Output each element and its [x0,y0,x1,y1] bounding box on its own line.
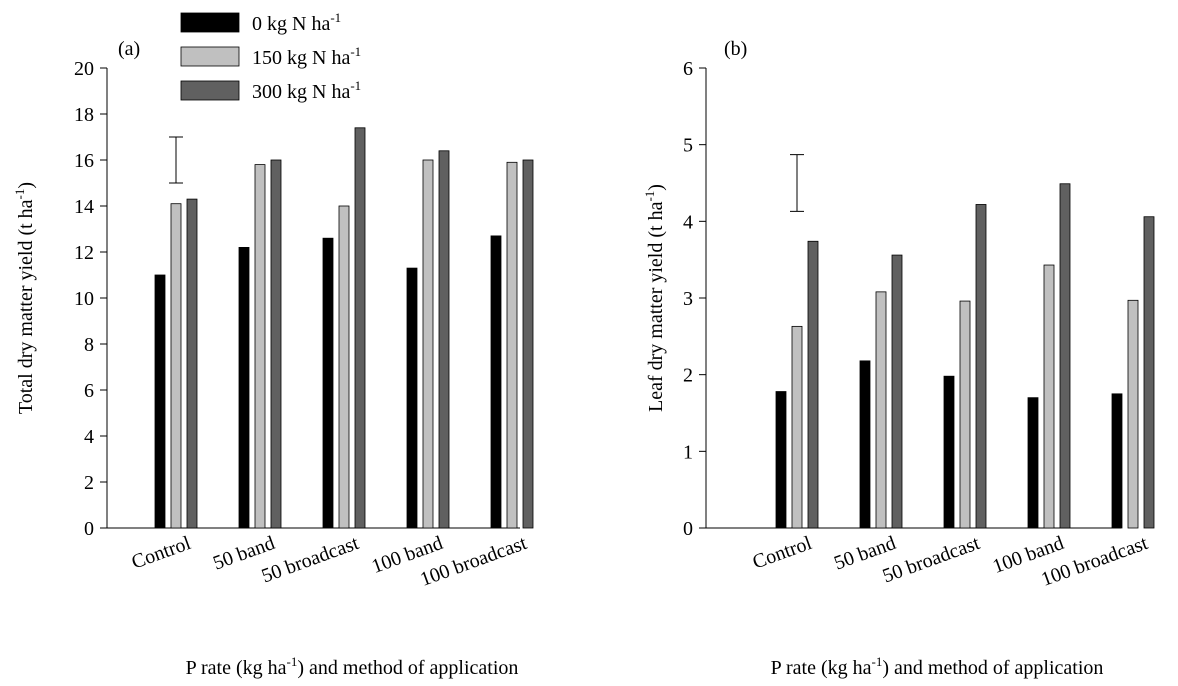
y-tick-label: 4 [84,426,94,448]
legend-label-1: 150 kg N ha-1 [252,44,361,69]
y-tick-label: 14 [74,196,94,218]
x-tick-label: Control [750,532,815,574]
y-axis-title: Total dry matter yield (t ha-1) [12,182,37,414]
bar-1-0 [170,203,182,529]
y-tick-label: 4 [683,211,693,233]
bar-2-0 [186,198,198,529]
bar-0-1 [238,246,250,529]
y-tick-label: 12 [74,242,94,264]
bar-0-3 [406,267,418,529]
bar-1-4 [1127,299,1139,529]
bar-2-4 [522,159,534,529]
y-tick-label: 5 [683,135,693,157]
x-tick-label: 50 broadcast [259,532,362,588]
bar-0-1 [859,360,871,529]
bar-2-2 [975,204,987,529]
legend-swatch-1 [180,46,240,67]
legend-label-0: 0 kg N ha-1 [252,10,341,35]
bar-0-2 [943,375,955,529]
legend-label-2: 300 kg N ha-1 [252,78,361,103]
bar-2-3 [1059,183,1071,529]
x-axis-title: P rate (kg ha-1) and method of applicati… [186,654,519,679]
bar-1-3 [422,159,434,529]
bar-0-3 [1027,397,1039,529]
y-tick-label: 6 [84,380,94,402]
bar-1-1 [254,164,266,529]
bar-2-3 [438,150,450,529]
y-tick-label: 16 [74,150,94,172]
y-tick-label: 10 [74,288,94,310]
y-tick-label: 3 [683,288,693,310]
legend-swatch-2 [180,80,240,101]
legend-swatch-0 [180,12,240,33]
bar-1-2 [959,300,971,529]
bar-0-0 [154,274,166,529]
x-tick-label: 50 broadcast [880,532,983,588]
y-axis-title: Leaf dry matter yield (t ha-1) [642,184,667,412]
x-tick-label: Control [129,532,194,574]
y-tick-label: 6 [683,58,693,80]
bar-2-4 [1143,216,1155,529]
bar-1-2 [338,205,350,529]
y-tick-label: 20 [74,58,94,80]
bar-0-4 [490,235,502,529]
y-tick-label: 0 [683,518,693,540]
bar-2-0 [807,240,819,529]
bar-1-1 [875,291,887,529]
panel-label: (a) [118,38,140,60]
y-tick-label: 18 [74,104,94,126]
bar-2-1 [270,159,282,529]
y-tick-label: 2 [683,365,693,387]
panel-label: (b) [724,38,747,60]
bar-0-4 [1111,393,1123,529]
bar-1-0 [791,325,803,529]
bar-0-0 [775,391,787,529]
y-tick-label: 1 [683,441,693,463]
y-tick-label: 0 [84,518,94,540]
bar-2-2 [354,127,366,529]
y-tick-label: 8 [84,334,94,356]
bar-0-2 [322,237,334,529]
x-axis-title: P rate (kg ha-1) and method of applicati… [771,654,1104,679]
legend: 0 kg N ha-1 150 kg N ha-1 300 kg N ha-1 [180,10,361,103]
bar-2-1 [891,254,903,529]
y-tick-label: 2 [84,472,94,494]
bar-1-4 [506,161,518,529]
bar-1-3 [1043,264,1055,529]
